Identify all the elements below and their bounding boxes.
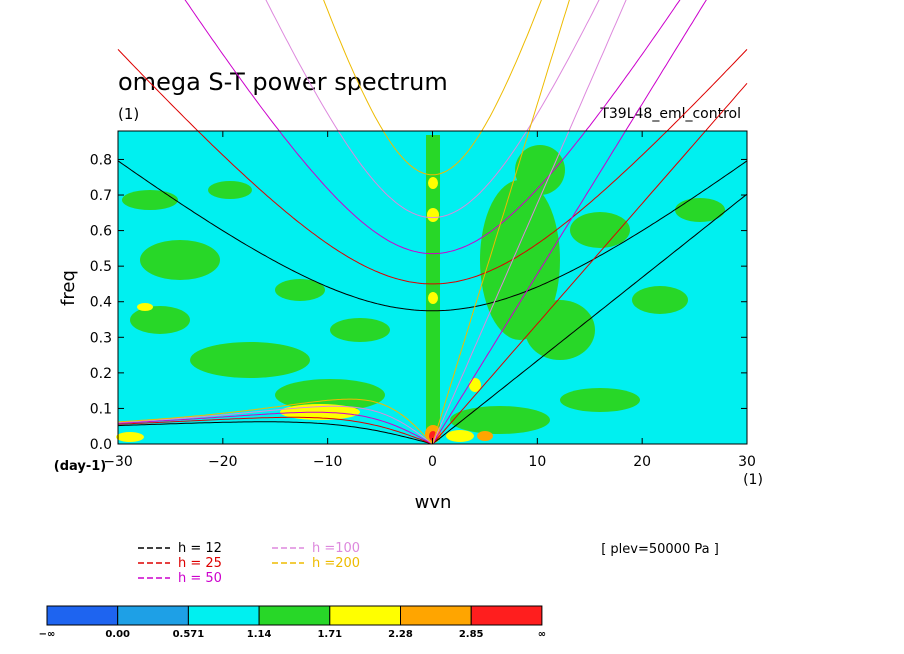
rossby-wave-curve xyxy=(117,416,433,444)
contour-patch xyxy=(570,212,630,248)
x-axis: −30 −20 −10 0 10 20 30 xyxy=(103,131,756,470)
x-tick-label: −30 xyxy=(103,454,133,470)
dispersion-curves xyxy=(117,0,748,444)
kelvin-wave-curve xyxy=(432,0,627,444)
inertio-gravity-curve xyxy=(184,0,681,255)
y-tick-label: 0.2 xyxy=(90,366,112,382)
x-tick-label: 30 xyxy=(738,454,756,470)
colorbar-label: 0.00 xyxy=(105,629,130,640)
contour-patch xyxy=(140,240,220,280)
legend-label: h = 50 xyxy=(178,571,222,586)
colorbar-label: 0.571 xyxy=(173,629,205,640)
rossby-wave-curve xyxy=(117,411,433,444)
contour-patch xyxy=(275,279,325,301)
x-tick-label: 0 xyxy=(428,454,437,470)
colorbar-label: 2.85 xyxy=(459,629,484,640)
x-tick-label: −20 xyxy=(208,454,238,470)
contour-patch xyxy=(330,318,390,342)
colorbar-segment xyxy=(329,605,401,626)
y-tick-label: 0.0 xyxy=(90,437,112,453)
contour-patch xyxy=(428,292,438,304)
x-axis-label: wvn xyxy=(415,492,452,513)
contour-patch xyxy=(450,406,550,434)
contour-patch xyxy=(675,198,725,222)
inertio-gravity-curve xyxy=(117,160,748,312)
inertio-gravity-curve xyxy=(265,0,600,219)
contour-patch xyxy=(137,303,153,311)
y-tick-label: 0.5 xyxy=(90,259,112,275)
contour-patch xyxy=(428,177,438,189)
contour-patch xyxy=(122,190,178,210)
inertio-gravity-curve xyxy=(117,49,748,285)
chart-subtitle-right: T39L48_eml_control xyxy=(599,106,741,122)
contour-patch xyxy=(446,430,474,442)
contour-patch xyxy=(208,181,252,199)
kelvin-wave-curve xyxy=(432,0,707,444)
legend-label: h =200 xyxy=(312,556,360,571)
y-axis-label: freq xyxy=(58,270,79,306)
colorbar-segment xyxy=(117,605,189,626)
y-tick-label: 0.6 xyxy=(90,224,112,240)
legend-label: h = 25 xyxy=(178,556,222,571)
y-tick-label: 0.1 xyxy=(90,401,112,417)
y-units-label: (day-1) xyxy=(54,459,106,474)
contour-patch xyxy=(477,431,493,441)
colorbar-segment xyxy=(470,605,543,626)
colorbar-label: 1.71 xyxy=(317,629,342,640)
rossby-wave-curve xyxy=(117,398,433,444)
x-tick-label: 10 xyxy=(528,454,546,470)
chart-subtitle-left: (1) xyxy=(118,105,139,123)
colorbar-segment xyxy=(258,605,331,626)
contour-patch xyxy=(130,306,190,334)
colorbar: −∞ 0.00 0.571 1.14 1.71 2.28 2.85 ∞ xyxy=(39,605,546,640)
legend-label: h = 12 xyxy=(178,541,222,556)
inertio-gravity-curve xyxy=(323,0,542,176)
colorbar-label: −∞ xyxy=(39,629,56,640)
x-tick-label: 20 xyxy=(633,454,651,470)
contour-patches xyxy=(116,135,725,443)
y-tick-label: 0.4 xyxy=(90,295,112,311)
colorbar-label: 1.14 xyxy=(247,629,272,640)
contour-patch xyxy=(525,300,595,360)
contour-patch xyxy=(632,286,688,314)
x-units-label: (1) xyxy=(743,472,763,488)
kelvin-wave-curve xyxy=(432,82,748,444)
y-tick-label: 0.3 xyxy=(90,330,112,346)
contour-patch xyxy=(427,208,439,222)
y-tick-label: 0.7 xyxy=(90,188,112,204)
legend-label: h =100 xyxy=(312,541,360,556)
contour-patch xyxy=(469,378,481,392)
contour-patch xyxy=(560,388,640,412)
rossby-wave-curve xyxy=(117,405,433,444)
colorbar-label: 2.28 xyxy=(388,629,413,640)
colorbar-segment xyxy=(187,605,260,626)
kelvin-wave-curve xyxy=(432,0,570,444)
y-tick-label: 0.8 xyxy=(90,152,112,168)
colorbar-segment xyxy=(400,605,472,626)
x-tick-label: −10 xyxy=(313,454,343,470)
contour-patch xyxy=(116,432,144,442)
plev-annotation: [ plev=50000 Pa ] xyxy=(601,542,719,557)
contour-patch xyxy=(190,342,310,378)
kelvin-wave-curve xyxy=(432,193,748,444)
contour-patch xyxy=(515,145,565,195)
rossby-wave-curve xyxy=(117,421,433,444)
colorbar-label: ∞ xyxy=(538,629,546,640)
colorbar-segment xyxy=(46,605,119,626)
y-axis: 0.0 0.1 0.2 0.3 0.4 0.5 0.6 0.7 0.8 xyxy=(90,152,747,453)
chart-title: omega S-T power spectrum xyxy=(118,68,448,96)
